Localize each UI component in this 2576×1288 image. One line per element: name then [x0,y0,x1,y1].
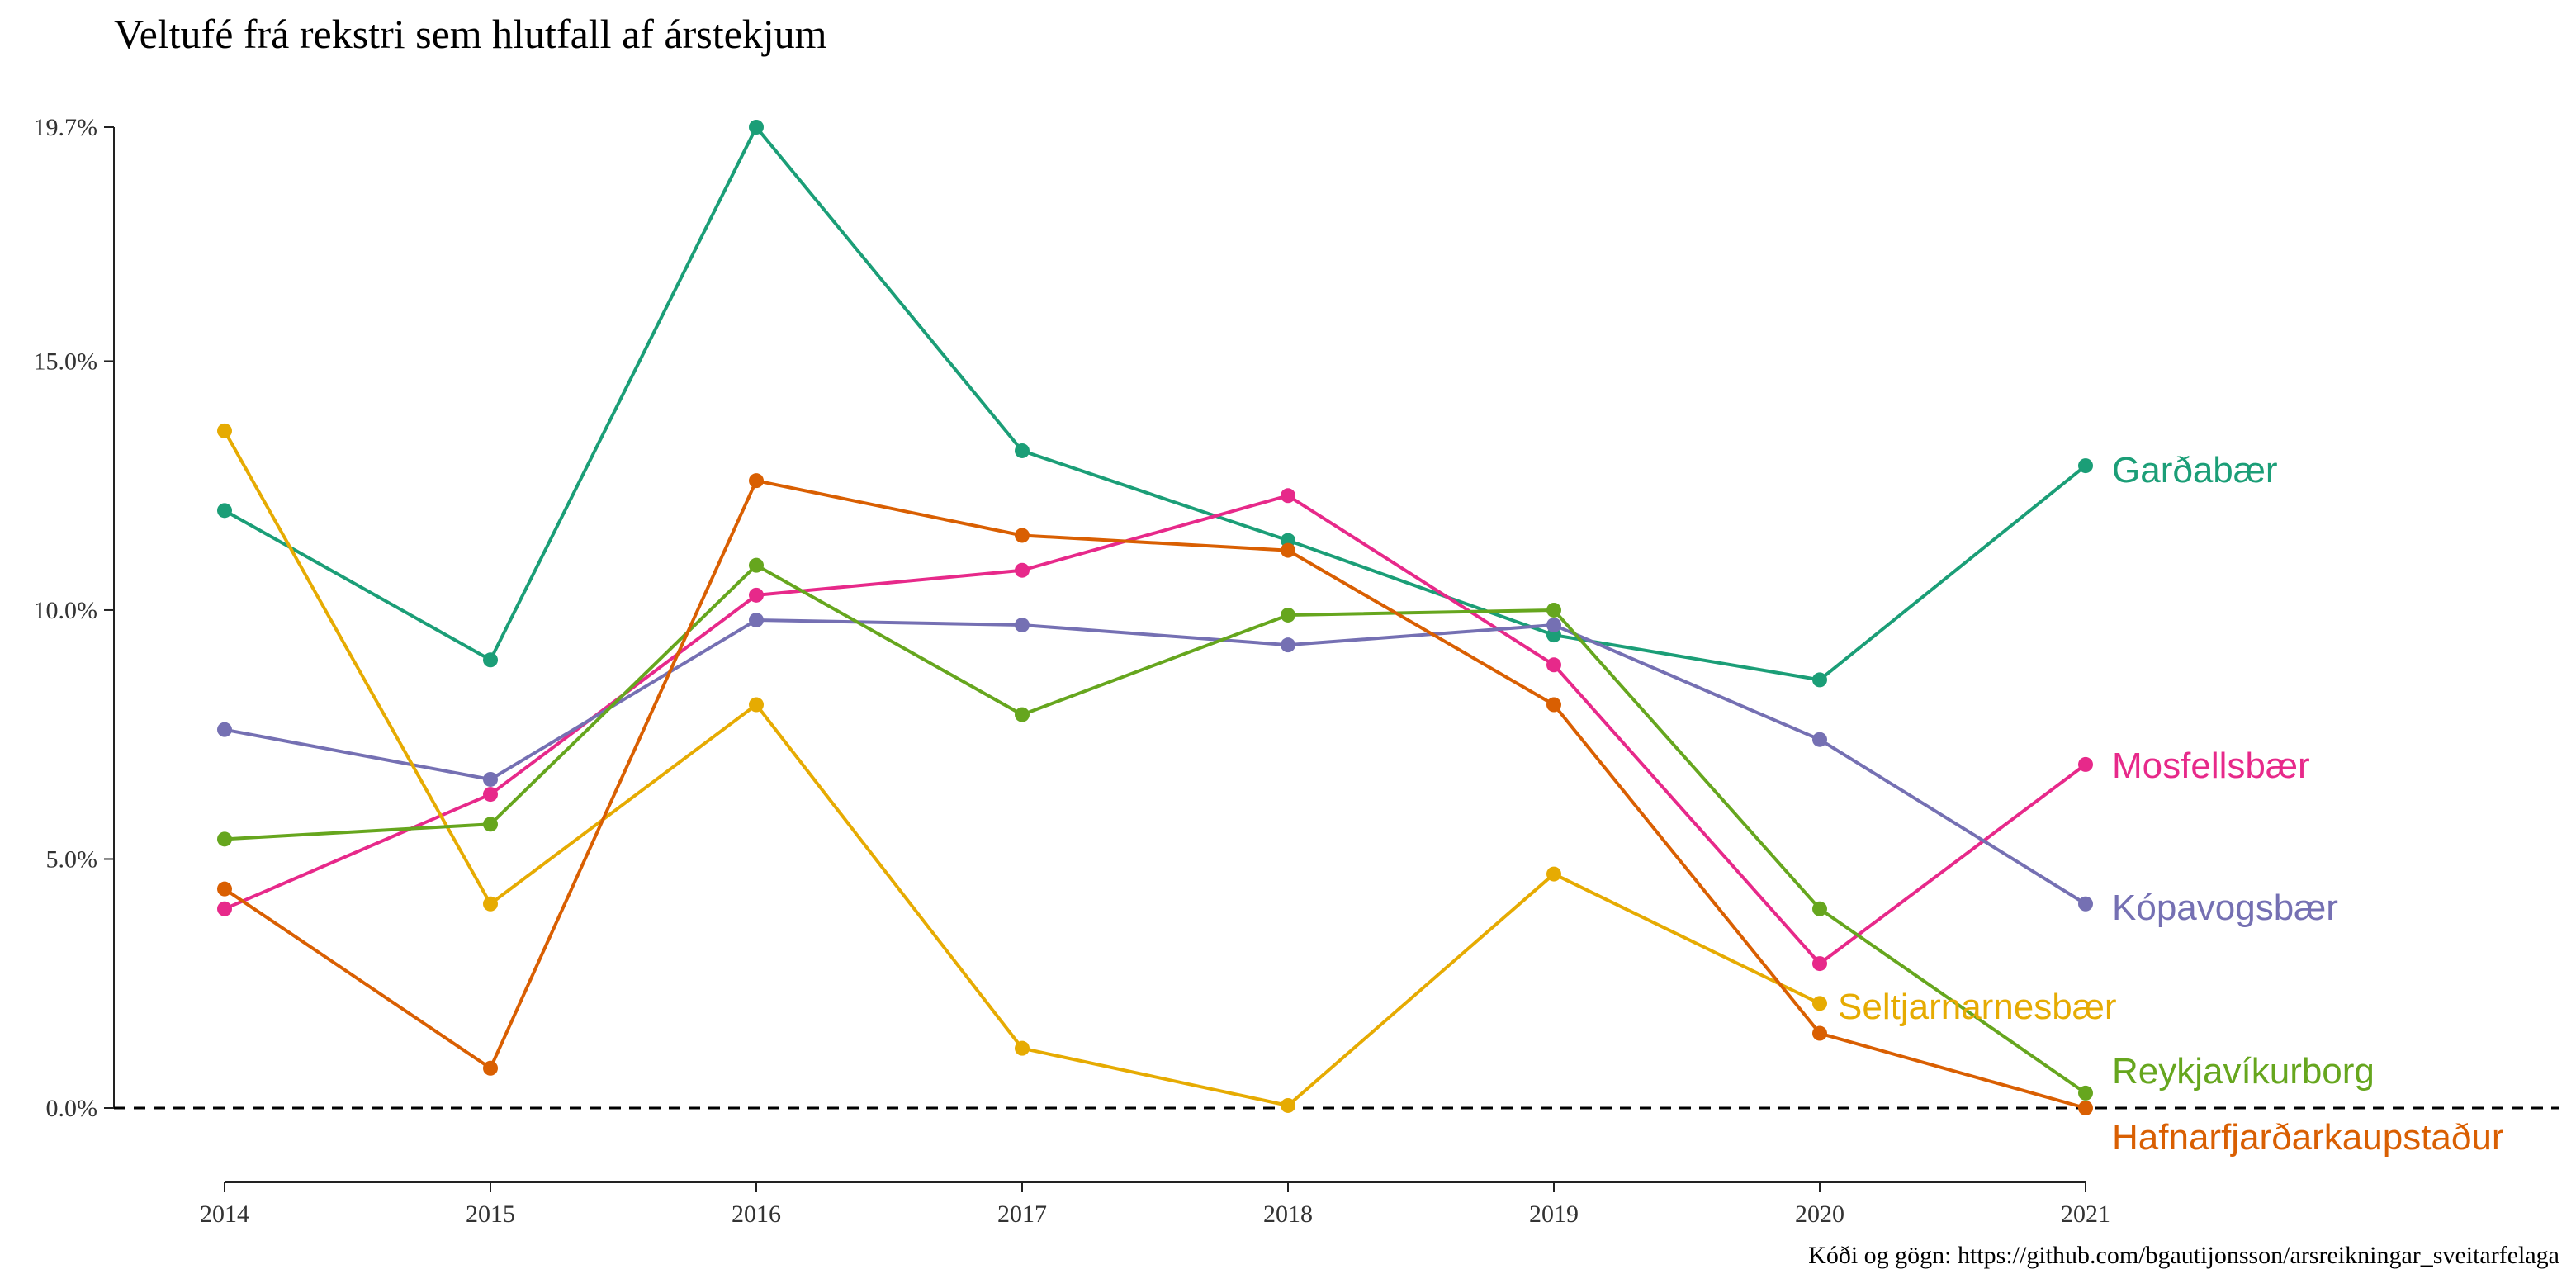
data-point-hafnarfjar-arkaupsta-ur [217,881,232,897]
data-point-k-pavogsb-r [2078,896,2093,912]
data-point-reykjav-kurborg [1015,707,1030,722]
series-label-hafnarfjar-arkaupsta-ur: Hafnarfjarðarkaupstaður [2112,1117,2503,1158]
series-layer [217,120,2093,1115]
data-point-hafnarfjar-arkaupsta-ur [1812,1025,1827,1041]
data-point-seltjarnarnesb-r [217,423,232,438]
data-point-k-pavogsb-r [1015,618,1030,633]
series-line-k-pavogsb-r [224,618,2087,906]
series-line-gar-ab-r [224,125,2087,682]
x-tick-label: 2017 [997,1200,1047,1228]
x-tick-label: 2018 [1263,1200,1313,1228]
data-point-gar-ab-r [749,120,764,135]
data-point-mosfellsb-r [1812,956,1827,972]
x-tick-label: 2020 [1795,1200,1844,1228]
data-point-hafnarfjar-arkaupsta-ur [2078,1101,2093,1115]
x-tick-label: 2014 [200,1200,249,1228]
series-line-hafnarfjar-arkaupsta-ur [223,479,2086,1110]
series-label-mosfellsb-r: Mosfellsbær [2112,746,2310,786]
data-point-mosfellsb-r [749,587,764,603]
data-point-mosfellsb-r [1281,488,1295,504]
data-point-k-pavogsb-r [483,771,498,787]
data-point-reykjav-kurborg [2078,1085,2093,1101]
series-line-mosfellsb-r [224,494,2087,966]
y-tick-label: 10.0% [34,597,98,624]
data-point-mosfellsb-r [483,787,498,803]
data-point-k-pavogsb-r [1281,637,1295,653]
data-point-seltjarnarnesb-r [749,697,764,713]
y-tick-label: 19.7% [34,114,98,141]
data-point-reykjav-kurborg [1281,607,1295,623]
data-point-k-pavogsb-r [749,613,764,628]
data-point-reykjav-kurborg [1812,901,1827,916]
data-point-seltjarnarnesb-r [483,896,498,912]
data-point-reykjav-kurborg [483,817,498,832]
series-label-seltjarnarnesb-r: Seltjarnarnesbær [1838,987,2117,1027]
y-tick-label: 15.0% [34,348,98,375]
data-point-reykjav-kurborg [749,557,764,573]
axes: 0.0% 5.0% 10.0% 15.0% 19.7% 2014 2015 2016 2017 2… [34,114,2559,1228]
data-point-k-pavogsb-r [1812,732,1827,747]
data-point-mosfellsb-r [1546,657,1561,673]
x-tick-label: 2016 [732,1200,781,1228]
series-labels: Garðabær Mosfellsbær Kópavogsbær Seltjarnar… [1838,450,2503,1158]
series-label-reykjav-kurborg: Reykjavíkurborg [2112,1051,2375,1091]
x-tick-label: 2021 [2061,1200,2110,1228]
data-point-gar-ab-r [2078,458,2093,474]
data-point-seltjarnarnesb-r [1015,1040,1030,1056]
data-point-seltjarnarnesb-r [1546,866,1561,882]
data-point-hafnarfjar-arkaupsta-ur [1546,697,1561,713]
data-point-hafnarfjar-arkaupsta-ur [483,1060,498,1076]
data-point-gar-ab-r [217,503,232,519]
data-point-hafnarfjar-arkaupsta-ur [1015,528,1030,543]
data-point-seltjarnarnesb-r [1281,1097,1295,1113]
data-point-mosfellsb-r [2078,756,2093,772]
data-point-mosfellsb-r [1015,562,1030,578]
chart-title: Veltufé frá rekstri sem hlutfall af árst… [114,11,827,57]
data-point-gar-ab-r [483,652,498,668]
data-point-hafnarfjar-arkaupsta-ur [749,473,764,489]
y-tick-label: 5.0% [46,845,98,873]
series-line-reykjav-kurborg [224,563,2087,1095]
data-point-gar-ab-r [1812,672,1827,688]
caption: Kóði og gögn: https://github.com/bgautij… [1808,1242,2559,1269]
series-label-gar-ab-r: Garðabær [2112,450,2278,490]
x-tick-label: 2019 [1529,1200,1579,1228]
data-point-k-pavogsb-r [217,722,232,737]
data-point-mosfellsb-r [217,901,232,916]
data-point-reykjav-kurborg [217,831,232,847]
data-point-k-pavogsb-r [1546,618,1561,633]
data-point-hafnarfjar-arkaupsta-ur [1281,542,1295,558]
data-point-reykjav-kurborg [1546,602,1561,618]
data-point-gar-ab-r [1015,443,1030,458]
data-point-seltjarnarnesb-r [1812,996,1827,1011]
series-label-k-pavogsb-r: Kópavogsbær [2112,888,2338,928]
y-tick-label: 0.0% [46,1095,98,1122]
x-tick-label: 2015 [466,1200,515,1228]
